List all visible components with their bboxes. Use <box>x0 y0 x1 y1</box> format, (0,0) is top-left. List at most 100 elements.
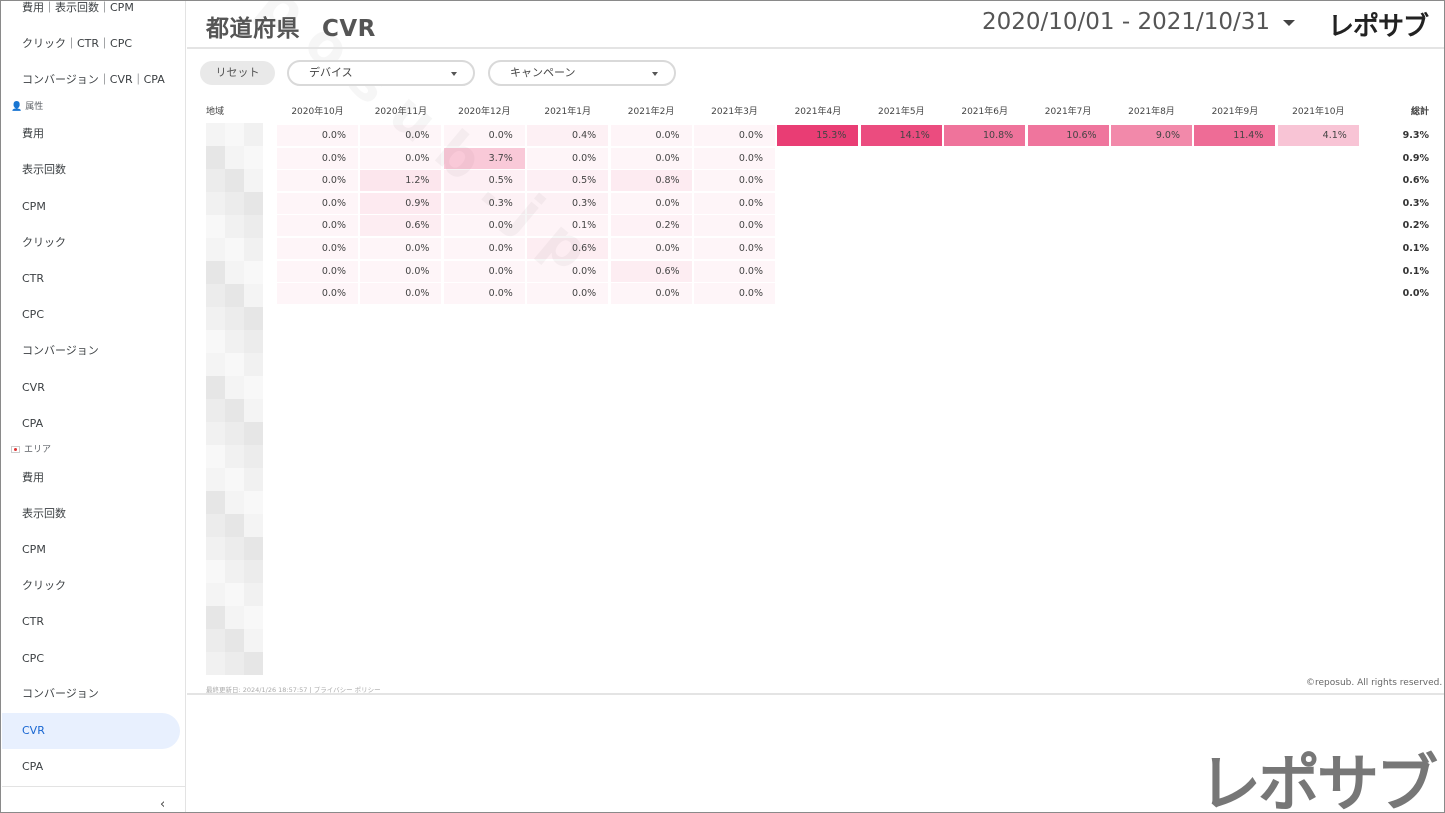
japan-flag-icon <box>11 446 20 453</box>
redacted-block <box>206 146 225 169</box>
sidebar-item-area-click[interactable]: クリック <box>22 579 66 592</box>
redacted-block <box>225 123 244 146</box>
campaign-filter-label: キャンペーン <box>510 66 576 79</box>
sidebar-item-attr-cpa[interactable]: CPA <box>22 417 44 430</box>
redacted-block <box>244 629 263 652</box>
table-cell: 0.0% <box>277 260 358 282</box>
redacted-block <box>225 583 244 606</box>
sidebar-divider <box>2 786 186 787</box>
table-cell: 0.0% <box>277 283 358 305</box>
footer-separator: | <box>309 686 312 694</box>
table-row-total: 0.1% <box>1402 243 1429 254</box>
redacted-block <box>225 169 244 192</box>
table-cell: 0.6% <box>360 215 442 237</box>
sidebar-item-area-ctr[interactable]: CTR <box>22 615 45 628</box>
table-cell: 15.3% <box>777 125 859 146</box>
redacted-block <box>225 606 244 629</box>
sidebar-section-attribute: 👤 属性 <box>11 100 43 114</box>
table-cell: 0.0% <box>277 125 358 146</box>
brand-logo: レポサブ <box>1328 12 1429 42</box>
table-cell: 0.0% <box>277 215 358 237</box>
table-cell: 0.5% <box>443 170 525 192</box>
column-header-month: 2021年9月 <box>1211 107 1259 117</box>
sidebar-item-area-cost[interactable]: 費用 <box>22 471 44 484</box>
table-cell: 0.0% <box>610 238 692 259</box>
page-title: 都道府県 CVR <box>206 9 376 43</box>
date-range-picker[interactable]: 2020/10/01 - 2021/10/31 <box>982 9 1271 35</box>
sidebar-item-attr-impressions[interactable]: 表示回数 <box>22 163 66 176</box>
redacted-block <box>225 422 244 445</box>
table-cell: 0.0% <box>694 283 775 305</box>
redacted-block <box>244 606 263 629</box>
redacted-block <box>244 468 263 491</box>
column-header-month: 2021年3月 <box>711 107 758 117</box>
sidebar-item-attr-click[interactable]: クリック <box>22 236 66 249</box>
table-cell: 0.0% <box>277 238 358 259</box>
redacted-block <box>206 284 225 307</box>
table-row-total: 9.3% <box>1402 130 1429 141</box>
table-cell: 0.0% <box>610 147 692 169</box>
caret-down-icon[interactable] <box>1283 20 1295 26</box>
redacted-block <box>244 514 263 537</box>
campaign-filter-select[interactable]: キャンペーン <box>488 60 676 86</box>
sidebar-item-attr-cost[interactable]: 費用 <box>22 127 44 140</box>
redacted-block <box>206 606 225 629</box>
device-filter-select[interactable]: デバイス <box>287 60 475 86</box>
sidebar-item-attr-ctr[interactable]: CTR <box>22 272 45 285</box>
sidebar-item-area-cpc[interactable]: CPC <box>22 652 44 665</box>
sidebar-item-area-conversion[interactable]: コンバージョン <box>22 687 99 700</box>
column-header-month: 2021年5月 <box>877 107 925 117</box>
sidebar-item-area-cpa[interactable]: CPA <box>22 760 44 773</box>
redacted-block <box>244 261 263 284</box>
table-row-total: 0.0% <box>1402 288 1429 300</box>
table-cell: 0.9% <box>360 192 442 214</box>
redacted-block <box>206 215 225 238</box>
sidebar-item-attr-cvr[interactable]: CVR <box>22 381 45 394</box>
redacted-block <box>206 330 225 353</box>
redacted-block <box>225 629 244 652</box>
column-header-month: 2021年1月 <box>544 107 591 117</box>
redacted-block <box>206 560 225 583</box>
sidebar-item-attr-cpm[interactable]: CPM <box>22 200 46 213</box>
brand-logo-large: レポサブ <box>1199 747 1438 813</box>
sidebar-item-cost-impressions-cpm[interactable]: 費用｜表示回数｜CPM <box>22 1 134 14</box>
table-cell: 0.8% <box>610 170 692 192</box>
sidebar-item-click-ctr-cpc[interactable]: クリック｜CTR｜CPC <box>22 37 133 50</box>
redacted-block <box>225 215 244 238</box>
copyright-text: ©reposub. All rights reserved. <box>1306 678 1443 688</box>
redacted-block <box>225 399 244 422</box>
table-cell: 0.0% <box>360 238 442 259</box>
redacted-block <box>244 353 263 376</box>
sidebar-item-conversion-cvr-cpa[interactable]: コンバージョン｜CVR｜CPA <box>22 73 165 86</box>
sidebar-item-area-cvr[interactable]: CVR <box>2 713 180 749</box>
table-cell: 0.0% <box>360 125 442 146</box>
table-cell: 0.0% <box>694 215 775 237</box>
chevron-left-icon[interactable]: ‹ <box>160 797 166 812</box>
redacted-block <box>225 376 244 399</box>
table-row-total: 0.1% <box>1402 265 1429 277</box>
reset-button[interactable]: リセット <box>200 61 275 85</box>
table-cell: 11.4% <box>1194 125 1276 146</box>
table-cell: 0.0% <box>694 125 775 146</box>
sidebar-item-area-impressions[interactable]: 表示回数 <box>22 507 66 520</box>
header-divider <box>187 47 1444 49</box>
sidebar-item-area-cpm[interactable]: CPM <box>22 543 46 556</box>
column-header-month: 2021年8月 <box>1128 107 1175 117</box>
redacted-block <box>206 238 225 261</box>
redacted-block <box>225 192 244 215</box>
sidebar-item-attr-cpc[interactable]: CPC <box>22 308 44 321</box>
table-cell: 0.0% <box>277 192 358 214</box>
table-cell: 0.0% <box>277 147 358 169</box>
table-cell: 0.0% <box>360 260 442 282</box>
table-cell: 4.1% <box>1277 125 1359 146</box>
redacted-block <box>244 376 263 399</box>
redacted-block <box>225 284 244 307</box>
privacy-policy-link[interactable]: プライバシー ポリシー <box>313 686 381 694</box>
sidebar-item-attr-conversion[interactable]: コンバージョン <box>22 344 99 357</box>
redacted-block <box>206 537 225 560</box>
redacted-block <box>244 399 263 422</box>
redacted-block <box>244 169 263 192</box>
redacted-block <box>244 123 263 146</box>
redacted-block <box>206 169 225 192</box>
